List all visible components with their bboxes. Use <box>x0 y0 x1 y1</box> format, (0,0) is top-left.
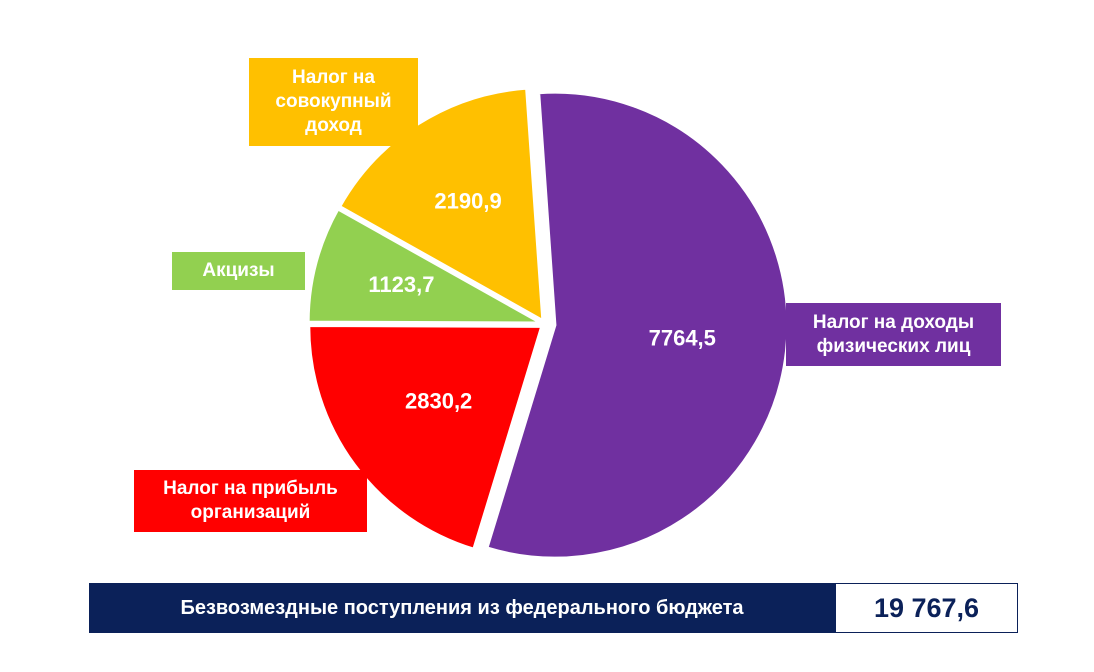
slice-category-label-line: Налог на прибыль <box>163 478 338 500</box>
slice-category-label-line: доход <box>305 114 362 136</box>
slice-category-label-line: физических лиц <box>816 335 971 357</box>
slice-value-label: 2190,9 <box>434 188 501 213</box>
slice-category-label-line: совокупный <box>275 91 392 113</box>
slice-category-label-line: Налог на доходы <box>812 311 975 333</box>
pie-slice <box>307 324 544 552</box>
slice-category-label-line: Налог на <box>292 67 375 89</box>
slice-category-label: Акцизы <box>172 252 305 290</box>
slice-value-label: 7764,5 <box>649 325 716 350</box>
slice-value-label: 2830,2 <box>405 388 472 413</box>
pie-slice <box>306 206 547 325</box>
footer-value: 19 767,6 <box>835 583 1018 633</box>
footer-label: Безвозмездные поступления из федеральног… <box>89 583 835 633</box>
slice-category-label: Налог на совокупный доход <box>249 58 418 146</box>
footer-bar: Безвозмездные поступления из федеральног… <box>89 583 1018 633</box>
slice-category-label: Налог на доходы физических лиц <box>786 303 1001 366</box>
slice-category-label: Налог на прибыль организаций <box>134 470 367 532</box>
pie-slice <box>337 86 545 324</box>
pie-chart: 7764,5 2830,2 1123,7 2190,9 <box>306 86 790 560</box>
slice-category-label-line: Акцизы <box>202 260 275 282</box>
slice-value-label: 1123,7 <box>368 272 434 297</box>
slice-category-label-line: организаций <box>190 502 311 523</box>
